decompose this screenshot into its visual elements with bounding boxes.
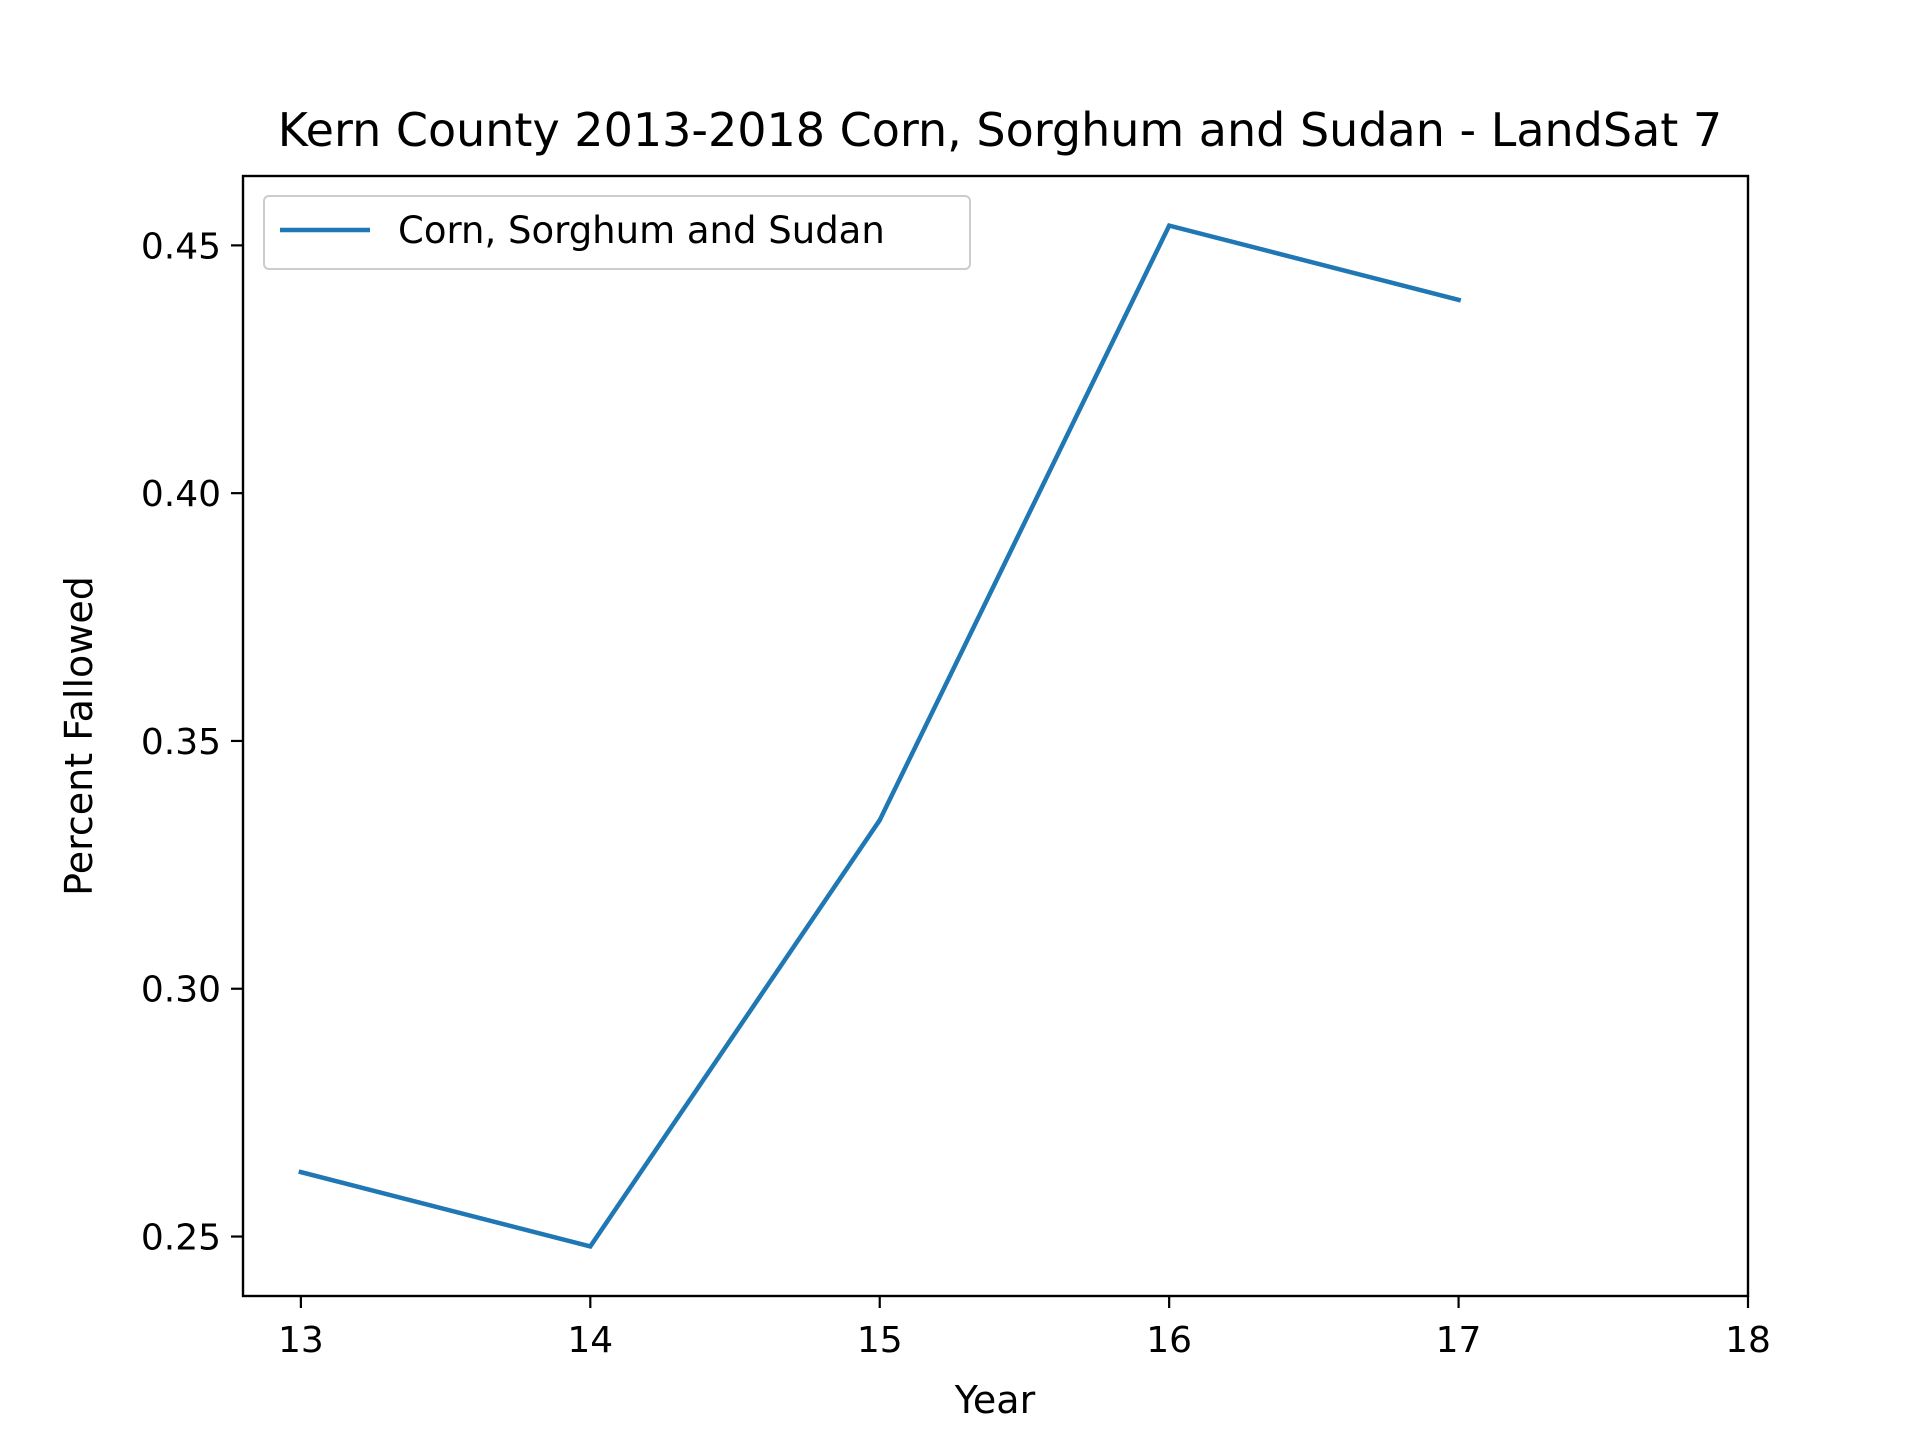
y-tick-label: 0.30 bbox=[141, 970, 221, 1011]
axes-frame bbox=[241, 174, 1750, 1298]
x-tick-label: 13 bbox=[278, 1320, 324, 1361]
y-tick-label: 0.35 bbox=[141, 722, 221, 763]
x-axis-title: Year bbox=[954, 1378, 1036, 1422]
y-tick-label: 0.25 bbox=[141, 1218, 221, 1259]
series-line bbox=[298, 222, 1462, 1249]
x-tick-label: 15 bbox=[857, 1320, 903, 1361]
x-tick-label: 16 bbox=[1146, 1320, 1192, 1361]
series-lines bbox=[298, 222, 1462, 1249]
legend-label: Corn, Sorghum and Sudan bbox=[398, 209, 885, 252]
y-tick-label: 0.40 bbox=[141, 474, 221, 515]
legend-box bbox=[263, 195, 971, 270]
legend: Corn, Sorghum and Sudan bbox=[263, 195, 971, 270]
x-axis-ticks: 13 14 15 16 17 18 bbox=[278, 1296, 1771, 1361]
x-tick-label: 18 bbox=[1725, 1320, 1771, 1361]
chart-title: Kern County 2013-2018 Corn, Sorghum and … bbox=[278, 103, 1722, 157]
y-axis-ticks: 0.25 0.30 0.35 0.40 0.45 bbox=[141, 226, 243, 1259]
x-tick-label: 14 bbox=[567, 1320, 613, 1361]
y-tick-label: 0.45 bbox=[141, 226, 221, 267]
plot-area: 13 14 15 16 17 18 0.25 0.30 0.35 0.40 0.45 bbox=[141, 174, 1771, 1361]
x-tick-label: 17 bbox=[1436, 1320, 1482, 1361]
y-axis-title: Percent Fallowed bbox=[57, 576, 101, 896]
